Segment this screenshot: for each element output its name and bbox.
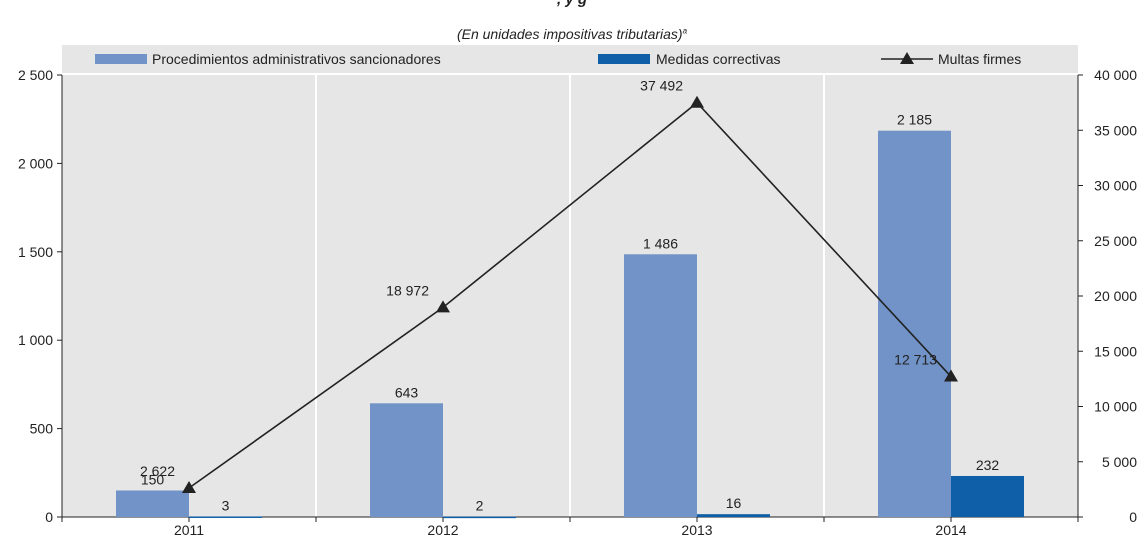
left-tick-label: 2 500 (18, 67, 53, 83)
bar (443, 516, 516, 519)
bar-value-label: 3 (222, 497, 230, 513)
right-tick-label: 15 000 (1094, 343, 1137, 359)
line-marker-triangle (182, 481, 196, 494)
legend-swatch (598, 54, 650, 64)
x-tick-label: 2013 (681, 522, 712, 538)
left-tick-label: 0 (45, 509, 53, 525)
legend-marker-triangle (900, 52, 914, 64)
bar (951, 475, 1024, 517)
legend-label: Medidas correctivas (656, 51, 781, 67)
right-tick-label: 20 000 (1094, 288, 1137, 304)
right-tick-label: 25 000 (1094, 233, 1137, 249)
bar-value-label: 2 185 (897, 112, 932, 128)
left-tick-label: 500 (30, 421, 54, 437)
bar (189, 516, 262, 518)
bar-value-label: 1 486 (643, 235, 678, 251)
bar-value-label: 643 (395, 384, 419, 400)
line-value-label: 18 972 (386, 282, 429, 298)
line-series (188, 101, 952, 489)
chart-title-fragment: , y g (0, 0, 1144, 8)
line-marker-triangle (690, 95, 704, 108)
bar (697, 514, 770, 517)
bar-value-label: 150 (141, 471, 165, 487)
right-tick-label: 35 000 (1094, 122, 1137, 138)
chart-subtitle: (En unidades impositivas tributarias)a (456, 26, 688, 42)
bar (370, 403, 443, 517)
legend-swatch (95, 54, 147, 64)
bar-value-label: 2 (476, 498, 484, 514)
line-value-label: 12 713 (894, 352, 937, 368)
x-tick-label: 2014 (935, 522, 966, 538)
bar (624, 254, 697, 517)
line-marker-triangle (436, 300, 450, 313)
legend-label: Multas firmes (938, 51, 1021, 67)
left-tick-label: 1 500 (18, 244, 53, 260)
right-tick-label: 0 (1129, 509, 1137, 525)
line-marker-triangle (944, 369, 958, 382)
bar (878, 130, 951, 517)
right-tick-label: 10 000 (1094, 399, 1137, 415)
line-value-label: 2 622 (140, 463, 175, 479)
right-tick-label: 30 000 (1094, 178, 1137, 194)
bar (116, 490, 189, 517)
x-tick-label: 2012 (427, 522, 458, 538)
subtitle-footnote-marker: a (682, 26, 688, 36)
left-tick-label: 1 000 (18, 332, 53, 348)
right-tick-label: 5 000 (1102, 454, 1137, 470)
line-value-label: 37 492 (640, 78, 683, 94)
legend-label: Procedimientos administrativos sancionad… (152, 51, 441, 67)
x-tick-label: 2011 (174, 522, 204, 538)
left-tick-label: 2 000 (18, 155, 53, 171)
bar-value-label: 232 (976, 457, 1000, 473)
right-tick-label: 40 000 (1094, 67, 1137, 83)
bar-value-label: 16 (726, 495, 742, 511)
